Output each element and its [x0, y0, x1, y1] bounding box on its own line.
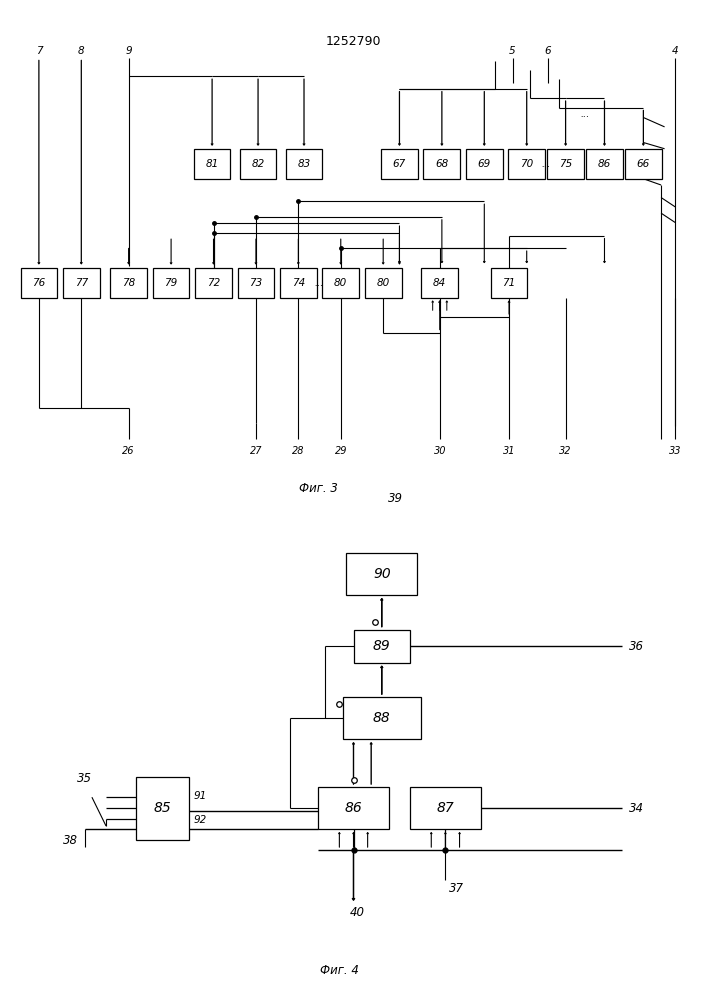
Text: ...: ...: [542, 159, 551, 169]
Text: 71: 71: [503, 277, 515, 288]
Text: 80: 80: [334, 277, 347, 288]
Bar: [423, 149, 460, 179]
Bar: [318, 787, 389, 829]
Text: 68: 68: [436, 159, 448, 169]
Text: 72: 72: [207, 277, 220, 288]
Bar: [421, 267, 458, 298]
Bar: [410, 787, 481, 829]
Bar: [195, 267, 232, 298]
Text: 81: 81: [206, 159, 218, 169]
Text: 34: 34: [629, 802, 644, 814]
Text: 28: 28: [292, 446, 305, 456]
Text: 7: 7: [35, 46, 42, 56]
Text: 78: 78: [122, 277, 135, 288]
Text: 76: 76: [33, 277, 45, 288]
Bar: [466, 149, 503, 179]
Text: 80: 80: [377, 277, 390, 288]
Text: 9: 9: [125, 46, 132, 56]
Text: 27: 27: [250, 446, 262, 456]
Bar: [365, 267, 402, 298]
Text: 79: 79: [165, 277, 177, 288]
Text: 8: 8: [78, 46, 85, 56]
Text: 4: 4: [672, 46, 679, 56]
Text: 84: 84: [433, 277, 446, 288]
Text: 32: 32: [559, 446, 572, 456]
Bar: [238, 267, 274, 298]
Text: 70: 70: [520, 159, 533, 169]
Bar: [194, 149, 230, 179]
Text: 85: 85: [153, 801, 172, 815]
Text: 73: 73: [250, 277, 262, 288]
Text: 40: 40: [349, 906, 365, 920]
Text: 86: 86: [344, 801, 363, 815]
Bar: [343, 697, 421, 739]
Text: 29: 29: [334, 446, 347, 456]
Bar: [508, 149, 545, 179]
Text: 30: 30: [433, 446, 446, 456]
Text: 92: 92: [193, 815, 206, 825]
Bar: [153, 267, 189, 298]
Text: 6: 6: [544, 46, 551, 56]
Text: 39: 39: [388, 492, 404, 506]
Text: 66: 66: [637, 159, 650, 169]
Bar: [354, 630, 410, 662]
Bar: [322, 267, 359, 298]
Bar: [240, 149, 276, 179]
Text: 87: 87: [436, 801, 455, 815]
Text: 5: 5: [509, 46, 516, 56]
Bar: [63, 267, 100, 298]
Text: 36: 36: [629, 640, 644, 652]
Bar: [491, 267, 527, 298]
Text: 69: 69: [478, 159, 491, 169]
Text: 89: 89: [373, 639, 391, 653]
Bar: [136, 776, 189, 839]
Text: 77: 77: [75, 277, 88, 288]
Text: 67: 67: [393, 159, 406, 169]
Text: 83: 83: [298, 159, 310, 169]
Bar: [381, 149, 418, 179]
Bar: [586, 149, 623, 179]
Text: 26: 26: [122, 446, 135, 456]
Bar: [110, 267, 147, 298]
Text: 35: 35: [77, 772, 93, 784]
Text: 88: 88: [373, 711, 391, 725]
Text: 38: 38: [63, 834, 78, 848]
Bar: [21, 267, 57, 298]
Text: 90: 90: [373, 567, 391, 581]
Text: 75: 75: [559, 159, 572, 169]
Bar: [280, 267, 317, 298]
Bar: [547, 149, 584, 179]
Bar: [286, 149, 322, 179]
Text: 86: 86: [598, 159, 611, 169]
Text: 33: 33: [669, 446, 682, 456]
Text: 91: 91: [193, 791, 206, 801]
Text: 82: 82: [252, 159, 264, 169]
Text: 31: 31: [503, 446, 515, 456]
Bar: [346, 553, 417, 595]
Text: 37: 37: [448, 882, 464, 896]
Text: ...: ...: [580, 109, 590, 119]
Text: ...: ...: [315, 277, 325, 288]
Text: Фиг. 3: Фиг. 3: [299, 482, 337, 495]
Bar: [625, 149, 662, 179]
Text: 74: 74: [292, 277, 305, 288]
Text: Фиг. 4: Фиг. 4: [320, 964, 358, 976]
Text: 1252790: 1252790: [326, 35, 381, 48]
